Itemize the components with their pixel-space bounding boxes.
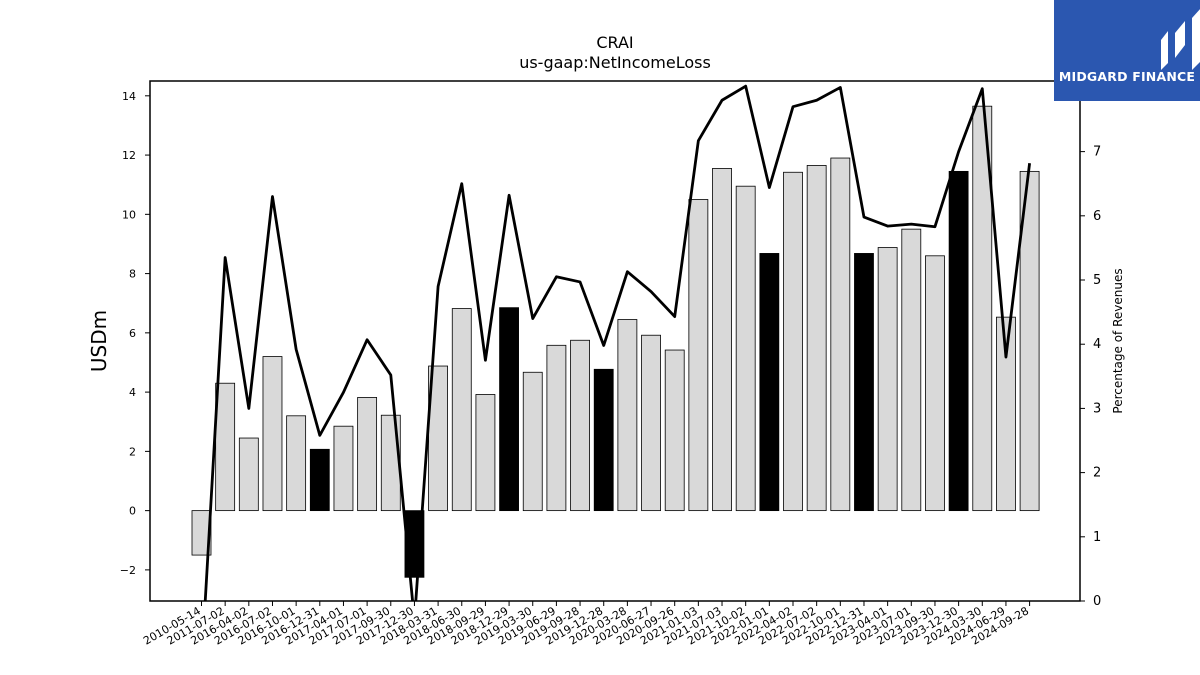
bar — [948, 170, 969, 512]
bar — [357, 397, 378, 512]
brand-logo: MIDGARD FINANCE — [1054, 0, 1200, 101]
bar — [238, 437, 259, 512]
chart-title: CRAI — [596, 33, 633, 52]
y2-tick-label: 3 — [1093, 401, 1101, 416]
y-tick-label: 14 — [122, 90, 136, 103]
y-tick-label: −2 — [120, 564, 136, 577]
bar — [570, 339, 590, 512]
brand-name: MIDGARD FINANCE — [1058, 69, 1196, 84]
y2-tick-label: 2 — [1093, 466, 1101, 481]
bar — [262, 356, 283, 512]
bar — [546, 344, 567, 512]
bar — [593, 368, 614, 512]
y-tick-label: 4 — [129, 386, 136, 399]
y2-tick-label: 0 — [1093, 594, 1101, 609]
bar — [972, 105, 993, 512]
bar — [641, 334, 661, 512]
y2-tick-label: 5 — [1093, 273, 1101, 288]
bar — [309, 448, 330, 512]
bar — [499, 307, 519, 512]
plot-frame — [149, 80, 1081, 602]
bar — [522, 371, 543, 512]
bar — [925, 255, 945, 512]
bar — [475, 394, 496, 512]
bar — [806, 165, 827, 512]
plot-area: −2024681012140123456782010-05-142011-07-… — [120, 80, 1102, 647]
y-tick-label: 10 — [122, 208, 136, 221]
bar — [996, 316, 1016, 512]
y-tick-label: 8 — [129, 268, 136, 281]
bar — [901, 228, 922, 512]
y-tick-label: 0 — [129, 505, 136, 518]
bar — [877, 247, 898, 512]
y2-tick-label: 4 — [1093, 337, 1101, 352]
bar — [735, 185, 756, 512]
bar — [712, 168, 732, 512]
bar — [451, 308, 472, 512]
bar — [783, 171, 803, 512]
y2-tick-label: 7 — [1093, 145, 1101, 160]
bar — [215, 382, 236, 512]
bar — [617, 319, 638, 512]
y2-tick-label: 1 — [1093, 530, 1101, 545]
chart-subtitle: us-gaap:NetIncomeLoss — [519, 53, 711, 72]
bar — [854, 253, 874, 512]
bar — [759, 253, 780, 512]
y-tick-label: 12 — [122, 149, 136, 162]
bar — [830, 157, 851, 512]
bar — [664, 349, 685, 512]
brand-mark-icon — [1161, 9, 1200, 70]
bar — [333, 425, 354, 512]
bar — [688, 199, 709, 512]
y-axis-label: USDm — [87, 310, 111, 372]
y2-tick-label: 6 — [1093, 209, 1101, 224]
y-tick-label: 2 — [129, 445, 136, 458]
y-tick-label: 6 — [129, 327, 136, 340]
bar — [286, 415, 307, 512]
y2-axis-label: Percentage of Revenues — [1111, 268, 1125, 413]
series-line — [203, 84, 1031, 601]
bar — [191, 510, 212, 556]
